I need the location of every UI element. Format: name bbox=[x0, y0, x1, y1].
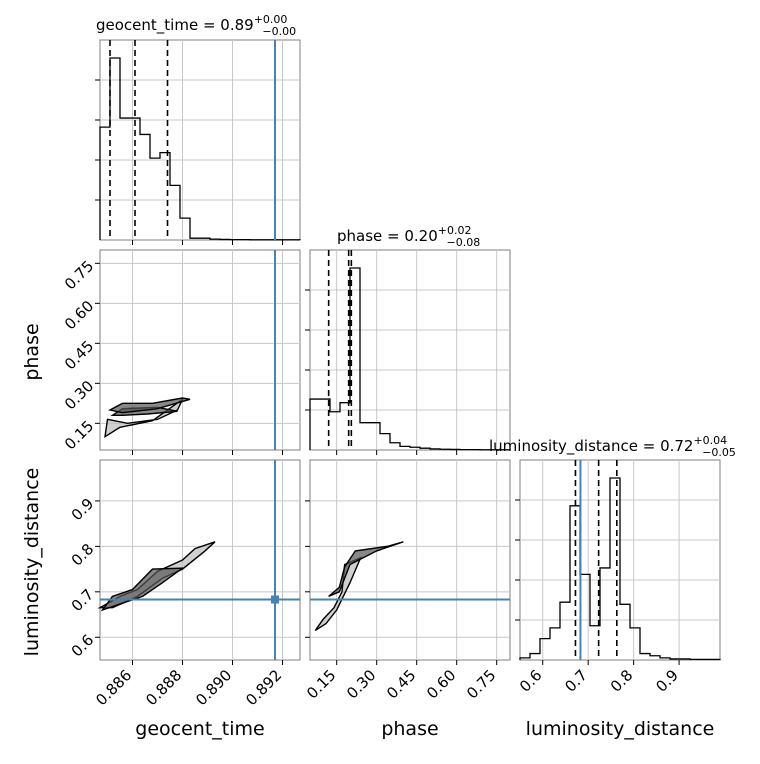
x-tick-label: 0.8 bbox=[607, 666, 637, 696]
histogram-panel-geocent-time bbox=[95, 39, 301, 245]
histogram-step bbox=[99, 57, 301, 241]
y-tick-label: 0.7 bbox=[68, 585, 98, 615]
y-tick-label: 0.45 bbox=[61, 337, 97, 373]
x-tick-label: 0.886 bbox=[92, 666, 135, 709]
x-tick-label: 0.892 bbox=[242, 666, 285, 709]
x-tick-label: 0.890 bbox=[192, 666, 235, 709]
scatter-panel-distance-vs-geocent-time: 0.886 0.888 0.890 0.892 0.6 0.7 0.8 0.9 bbox=[68, 459, 301, 709]
panel-frame bbox=[309, 459, 511, 661]
ylabel-luminosity-distance: luminosity_distance bbox=[21, 468, 43, 657]
x-tick-label: 0.60 bbox=[423, 666, 459, 702]
density-contour bbox=[104, 397, 185, 439]
density-contour bbox=[328, 541, 404, 598]
panel-frame bbox=[99, 39, 301, 241]
y-tick-label: 0.75 bbox=[61, 257, 97, 293]
panel-frame bbox=[99, 249, 301, 451]
title-luminosity-distance: luminosity_distance = 0.72+0.04 −0.05 bbox=[489, 434, 736, 459]
y-tick-label: 0.60 bbox=[61, 297, 97, 333]
x-tick-label: 0.6 bbox=[516, 666, 546, 696]
panel-frame bbox=[99, 459, 301, 661]
y-tick-label: 0.6 bbox=[68, 631, 98, 661]
ylabel-phase: phase bbox=[21, 323, 43, 380]
x-tick-label: 0.15 bbox=[303, 666, 339, 702]
histogram-panel-luminosity-distance: 0.6 0.7 0.8 0.9 bbox=[515, 459, 721, 696]
injection-marker bbox=[271, 595, 279, 604]
x-tick-label: 0.75 bbox=[463, 666, 499, 702]
xlabel-geocent-time: geocent_time bbox=[135, 718, 264, 740]
xlabel-phase: phase bbox=[381, 718, 438, 740]
histogram-step bbox=[309, 267, 511, 451]
x-tick-label: 0.7 bbox=[561, 666, 591, 696]
histogram-step bbox=[519, 477, 721, 661]
scatter-panel-distance-vs-phase: 0.15 0.30 0.45 0.60 0.75 bbox=[303, 459, 511, 702]
y-tick-label: 0.9 bbox=[68, 495, 98, 525]
title-phase: phase = 0.20+0.02 −0.08 bbox=[337, 224, 480, 249]
density-contour bbox=[314, 556, 362, 632]
x-tick-label: 0.30 bbox=[343, 666, 379, 702]
xlabel-luminosity-distance: luminosity_distance bbox=[526, 718, 715, 740]
title-geocent-time: geocent_time = 0.89+0.00 −0.00 bbox=[96, 13, 296, 38]
x-tick-label: 0.9 bbox=[652, 666, 682, 696]
x-tick-label: 0.45 bbox=[383, 666, 419, 702]
panel-frame bbox=[519, 459, 721, 661]
panel-frame bbox=[309, 249, 511, 451]
x-tick-label: 0.888 bbox=[142, 666, 185, 709]
y-tick-label: 0.30 bbox=[61, 377, 97, 413]
density-contour bbox=[107, 397, 191, 414]
y-tick-label: 0.8 bbox=[68, 540, 98, 570]
scatter-panel-phase-vs-geocent-time: 0.15 0.30 0.45 0.60 0.75 bbox=[61, 249, 301, 455]
histogram-panel-phase bbox=[305, 249, 511, 455]
density-contour bbox=[100, 567, 185, 612]
y-tick-label: 0.15 bbox=[61, 417, 97, 453]
